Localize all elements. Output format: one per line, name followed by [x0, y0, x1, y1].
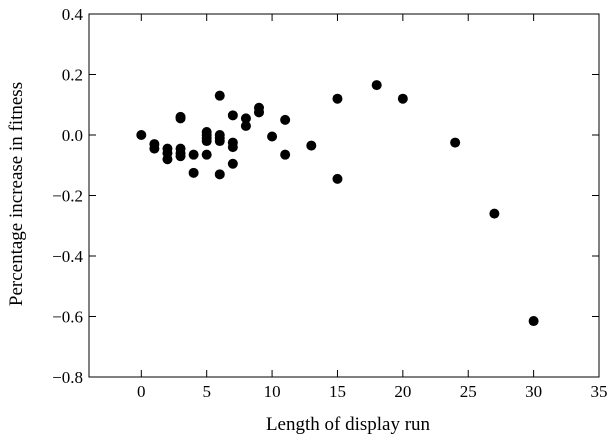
- data-point: [201, 136, 212, 147]
- data-point: [188, 149, 199, 160]
- data-point: [332, 93, 343, 104]
- data-point: [149, 143, 160, 154]
- data-point: [201, 149, 212, 160]
- data-point: [227, 142, 238, 153]
- data-point: [214, 169, 225, 180]
- data-point: [214, 90, 225, 101]
- data-point: [450, 137, 461, 148]
- plot-border: [88, 13, 600, 378]
- data-point: [240, 113, 251, 124]
- y-tick-label: −0.2: [52, 187, 83, 206]
- data-point: [162, 154, 173, 165]
- data-point: [214, 136, 225, 147]
- x-tick-label: 0: [137, 382, 146, 401]
- data-point: [240, 120, 251, 131]
- data-point: [371, 80, 382, 91]
- x-tick-label: 25: [460, 382, 477, 401]
- x-tick-label: 10: [264, 382, 281, 401]
- x-tick-label: 20: [394, 382, 411, 401]
- data-point: [528, 316, 539, 327]
- y-tick-label: 0.0: [62, 126, 83, 145]
- x-tick-label: 5: [202, 382, 211, 401]
- y-axis: 0.4 0.2 0.0 −0.2 −0.4 −0.6 −0.8: [52, 5, 599, 387]
- y-tick-label: −0.4: [52, 247, 83, 266]
- y-axis-label: Percentage increase in fitness: [6, 82, 27, 306]
- data-point: [280, 114, 291, 125]
- x-axis-label: Length of display run: [266, 414, 431, 435]
- data-point: [188, 167, 199, 178]
- data-point: [397, 93, 408, 104]
- x-tick-label: 30: [525, 382, 542, 401]
- data-point: [227, 110, 238, 121]
- data-point: [267, 131, 278, 142]
- data-point: [175, 151, 186, 162]
- data-point: [136, 130, 147, 140]
- data-point: [280, 149, 291, 160]
- data-point: [227, 158, 238, 169]
- x-tick-label: 15: [329, 382, 346, 401]
- data-point: [254, 107, 264, 118]
- x-axis: 0 5 10 15 20 25 30 35: [137, 14, 608, 401]
- plot-frame: [88, 13, 600, 378]
- y-tick-label: 0.2: [62, 66, 83, 85]
- data-point: [489, 208, 500, 219]
- y-tick-label: −0.8: [52, 368, 83, 387]
- data-point: [306, 140, 317, 151]
- y-tick-label: 0.4: [62, 5, 84, 24]
- data-points: [136, 80, 539, 327]
- data-point: [175, 113, 186, 124]
- data-point: [332, 173, 343, 184]
- y-tick-label: −0.6: [52, 308, 83, 327]
- x-tick-label: 35: [591, 382, 608, 401]
